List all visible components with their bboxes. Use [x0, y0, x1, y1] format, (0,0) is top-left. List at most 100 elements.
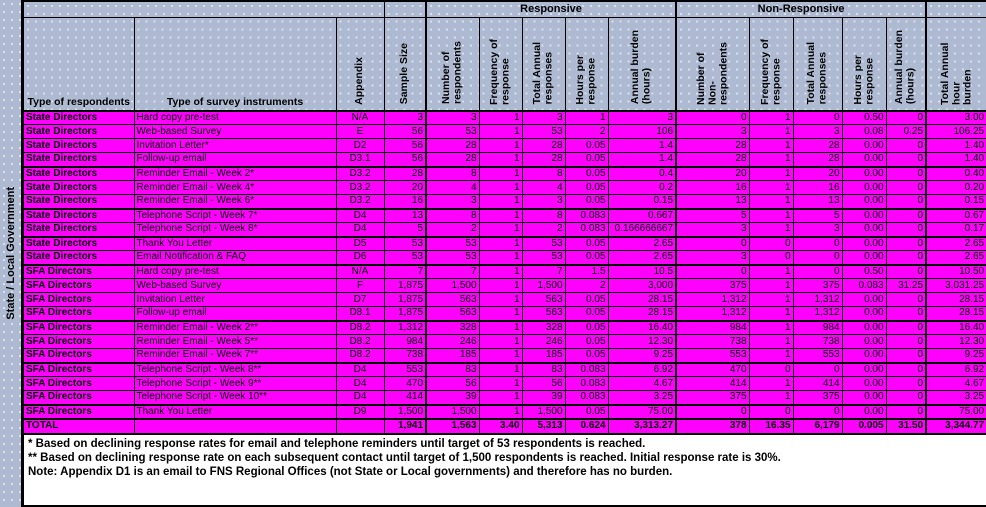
cell-responsive-value: 1	[478, 235, 523, 251]
cell-respondent-type: SFA Directors	[22, 334, 135, 349]
cell-appendix: D4	[335, 376, 385, 391]
cell-non-responsive-value: 0	[885, 263, 927, 279]
cell-responsive-value: 4	[521, 180, 566, 195]
cell-responsive-value: 246	[425, 334, 480, 349]
cell-total-hour-burden: 106.25	[925, 124, 986, 139]
cell-sample-size: 53	[383, 250, 427, 265]
cell-non-responsive-value: 1,312	[675, 306, 750, 321]
cell-sample-size: 414	[383, 390, 427, 405]
total-non-responsive-value: 378	[675, 417, 750, 434]
cell-survey-instrument: Telephone Script - Week 8*	[133, 222, 337, 237]
cell-respondent-type: State Directors	[22, 138, 135, 153]
cell-responsive-value: 83	[521, 361, 566, 377]
cell-appendix: D3.2	[335, 165, 385, 181]
cell-non-responsive-value: 1,312	[792, 306, 843, 321]
cell-non-responsive-value: 0.00	[841, 292, 887, 307]
total-responsive-value: 1,563	[425, 417, 480, 434]
cell-non-responsive-value: 1	[748, 278, 794, 293]
cell-non-responsive-value: 0.50	[841, 110, 887, 125]
cell-responsive-value: 28	[521, 152, 566, 167]
cell-appendix: D8.2	[335, 348, 385, 363]
cell-responsive-value: 53	[425, 235, 480, 251]
cell-non-responsive-value: 375	[675, 278, 750, 293]
total-row: TOTAL 1,941 1,563 3.40 5,313 0.624 3,313.27 378…	[22, 417, 986, 434]
column-header: Total Annual responses	[792, 16, 843, 112]
column-header: Type of survey instruments	[133, 16, 337, 112]
total-non-responsive-value: 31.50	[885, 417, 927, 434]
cell-non-responsive-value: 0.083	[841, 278, 887, 293]
cell-non-responsive-value: 1	[748, 152, 794, 167]
cell-total-hour-burden: 12.30	[925, 334, 986, 349]
cell-appendix: D7	[335, 292, 385, 307]
cell-responsive-value: 12.30	[607, 334, 677, 349]
cell-responsive-value: 0.083	[564, 390, 609, 405]
column-header-label: Appendix	[353, 56, 366, 105]
total-row-label: TOTAL	[22, 417, 135, 434]
cell-responsive-value: 2.65	[607, 235, 677, 251]
cell-responsive-value: 0.083	[564, 376, 609, 391]
cell-non-responsive-value: 1	[748, 207, 794, 223]
cell-responsive-value: 8	[521, 207, 566, 223]
cell-non-responsive-value: 13	[792, 194, 843, 209]
cell-responsive-value: 0.05	[564, 138, 609, 153]
cell-responsive-value: 0.05	[564, 319, 609, 335]
column-header-label: Annual burden (hours)	[629, 30, 653, 105]
cell-non-responsive-value: 1	[748, 222, 794, 237]
cell-responsive-value: 1.5	[564, 263, 609, 279]
table-row: SFA Directors Telephone Script - Week 10*…	[22, 390, 986, 405]
cell-total-hour-burden: 10.50	[925, 263, 986, 279]
cell-responsive-value: 28	[425, 138, 480, 153]
cell-non-responsive-value: 1	[748, 306, 794, 321]
cell-survey-instrument: Telephone Script - Week 10**	[133, 390, 337, 405]
cell-respondent-type: SFA Directors	[22, 361, 135, 377]
cell-non-responsive-value: 3	[675, 250, 750, 265]
cell-total-hour-burden: 0.40	[925, 165, 986, 181]
cell-responsive-value: 3	[521, 110, 566, 125]
cell-non-responsive-value: 0	[748, 235, 794, 251]
cell-survey-instrument: Thank You Letter	[133, 235, 337, 251]
blank-header-cell	[383, 0, 427, 18]
cell-responsive-value: 53	[425, 124, 480, 139]
total-non-responsive-value: 6,179	[792, 417, 843, 434]
cell-sample-size: 1,875	[383, 292, 427, 307]
cell-survey-instrument: Follow-up email	[133, 306, 337, 321]
cell-survey-instrument: Thank You Letter	[133, 403, 337, 419]
cell-responsive-value: 0.05	[564, 180, 609, 195]
cell-non-responsive-value: 553	[792, 348, 843, 363]
table-row: SFA Directors Telephone Script - Week 8**…	[22, 361, 986, 377]
cell-total-hour-burden: 28.15	[925, 306, 986, 321]
cell-survey-instrument: Hard copy pre-test	[133, 263, 337, 279]
cell-sample-size: 53	[383, 235, 427, 251]
cell-non-responsive-value: 0	[792, 403, 843, 419]
cell-responsive-value: 1	[478, 278, 523, 293]
cell-respondent-type: SFA Directors	[22, 403, 135, 419]
cell-non-responsive-value: 0	[885, 152, 927, 167]
cell-responsive-value: 2	[521, 222, 566, 237]
cell-non-responsive-value: 0	[885, 319, 927, 335]
total-non-responsive-value: 16.35	[748, 417, 794, 434]
cell-non-responsive-value: 0.00	[841, 180, 887, 195]
cell-appendix: D3.2	[335, 180, 385, 195]
cell-total-hour-burden: 0.67	[925, 207, 986, 223]
cell-responsive-value: 1	[478, 319, 523, 335]
cell-non-responsive-value: 0.25	[885, 124, 927, 139]
cell-non-responsive-value: 0.00	[841, 194, 887, 209]
cell-total-hour-burden: 16.40	[925, 319, 986, 335]
cell-responsive-value: 0.15	[607, 194, 677, 209]
cell-non-responsive-value: 3	[675, 124, 750, 139]
table-row: SFA Directors Follow-up email D8.1 1,875 563…	[22, 306, 986, 321]
cell-respondent-type: SFA Directors	[22, 376, 135, 391]
table-row: SFA Directors Reminder Email - Week 2** D8…	[22, 319, 986, 335]
cell-respondent-type: SFA Directors	[22, 263, 135, 279]
cell-responsive-value: 3	[521, 194, 566, 209]
cell-responsive-value: 1	[478, 165, 523, 181]
cell-non-responsive-value: 0	[885, 180, 927, 195]
cell-survey-instrument: Telephone Script - Week 8**	[133, 361, 337, 377]
cell-non-responsive-value: 0.00	[841, 348, 887, 363]
total-non-responsive-value: 0.005	[841, 417, 887, 434]
cell-non-responsive-value: 31.25	[885, 278, 927, 293]
footnote-line: * Based on declining response rates for …	[28, 437, 646, 450]
cell-non-responsive-value: 1	[748, 319, 794, 335]
cell-non-responsive-value: 0.00	[841, 250, 887, 265]
column-header-label: Hours per response	[574, 54, 598, 105]
